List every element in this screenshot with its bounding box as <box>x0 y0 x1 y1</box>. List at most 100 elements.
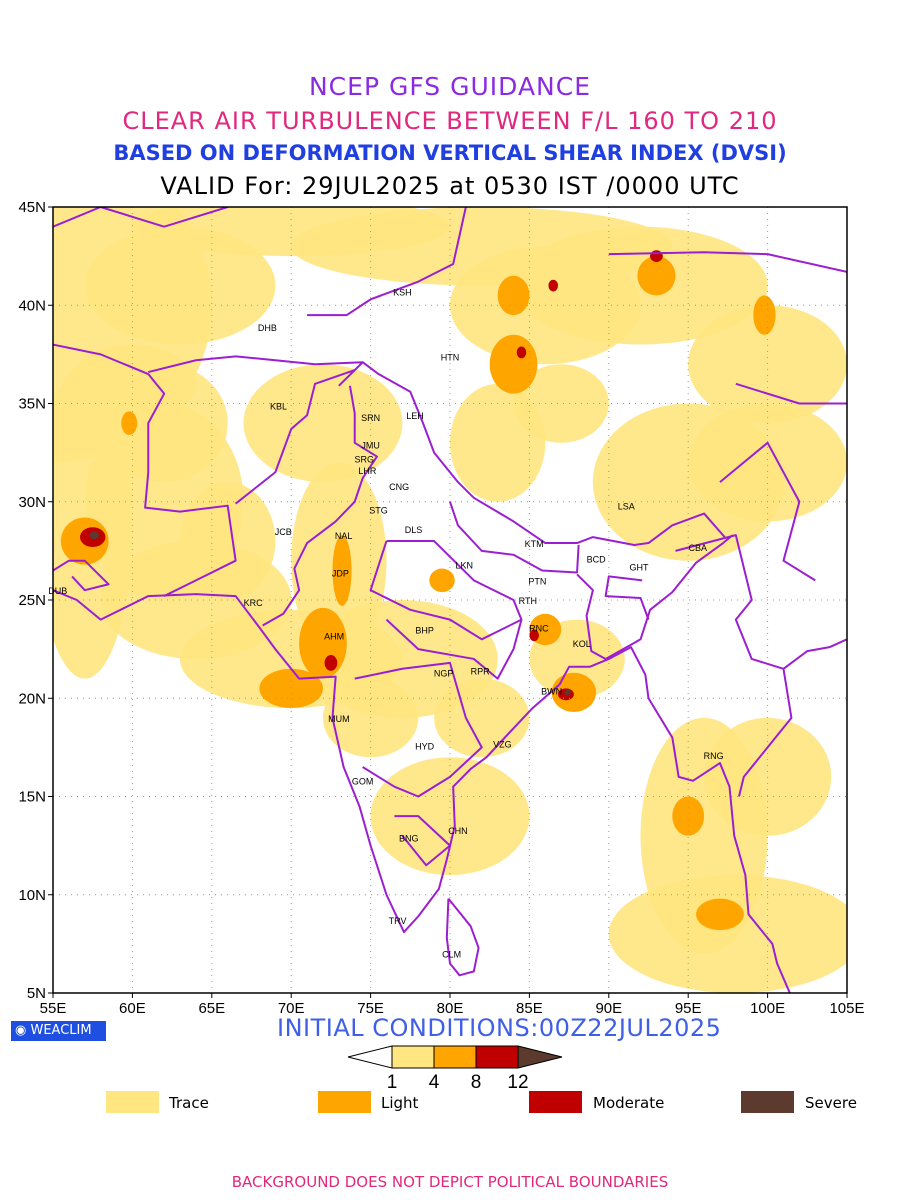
station-label: CNG <box>389 482 409 492</box>
station-label: DUB <box>48 586 67 596</box>
moderate-area <box>529 629 539 642</box>
boundary-line <box>576 534 734 660</box>
moderate-area <box>516 346 527 359</box>
legend-swatch-severe <box>741 1091 794 1113</box>
boundary-line <box>608 251 847 273</box>
light-area <box>259 668 324 709</box>
boundary-line <box>53 207 228 228</box>
weaclim-logo: ◉ WEACLIM <box>11 1021 106 1041</box>
light-area <box>489 334 538 394</box>
station-label: VZG <box>493 739 512 749</box>
light-area <box>121 411 138 435</box>
station-label: SRG <box>354 454 374 464</box>
station-label: RNG <box>704 751 724 761</box>
y-tick-label: 30N <box>18 494 46 511</box>
title-line-3: BASED ON DEFORMATION VERTICAL SHEAR INDE… <box>113 141 787 165</box>
boundary-line <box>675 534 793 797</box>
station-label: AHM <box>324 631 344 641</box>
legend-label-severe: Severe <box>805 1094 857 1112</box>
boundary-line <box>53 343 237 597</box>
axis-labels: 55E 60E 65E 70E 75E 80E 85E 90E 95E 100E 105E 5N 10N… <box>18 199 864 1017</box>
boundary-line <box>449 501 580 574</box>
station-label: CBA <box>688 543 707 553</box>
station-label: HYD <box>415 741 435 751</box>
station-label: LKN <box>456 561 474 571</box>
trace-area <box>688 305 847 424</box>
colorbar-tick: 8 <box>471 1072 482 1093</box>
x-tick-label: 95E <box>675 1000 702 1017</box>
station-label: LEH <box>406 411 424 421</box>
boundary-line <box>354 661 483 798</box>
light-area <box>696 898 744 931</box>
station-label: SRN <box>361 413 380 423</box>
station-label: RNC <box>529 623 549 633</box>
colorbar-moderate <box>475 1045 519 1069</box>
legend-swatch-moderate <box>529 1091 582 1113</box>
legend-swatch-light <box>318 1091 371 1113</box>
station-label: DHB <box>258 323 277 333</box>
y-tick-label: 35N <box>18 396 46 413</box>
boundary-line <box>307 207 468 317</box>
legend-swatch-trace <box>106 1091 159 1113</box>
x-tick-label: 100E <box>750 1000 785 1017</box>
boundary-line <box>719 441 816 582</box>
boundary-line <box>394 815 451 867</box>
station-labels: KSH DHB HTN KBL SRN LEH JMU SRG LHR CNG STG LSA JCB N… <box>48 287 723 959</box>
trace-area <box>608 875 847 993</box>
station-label: KBL <box>270 401 287 411</box>
legend-label-trace: Trace <box>169 1094 209 1112</box>
trace-area <box>513 364 609 443</box>
title-line-2: CLEAR AIR TURBULENCE BETWEEN F/L 160 TO … <box>122 107 778 135</box>
initial-conditions: INITIAL CONDITIONS:00Z22JUL2025 <box>277 1014 722 1042</box>
moderate-area <box>650 250 663 263</box>
x-tick-label: 70E <box>278 1000 305 1017</box>
trace-area <box>370 757 530 876</box>
station-label: KOL <box>573 639 591 649</box>
station-label: BNG <box>399 834 419 844</box>
station-label: MUM <box>328 714 350 724</box>
trace-area <box>688 403 847 522</box>
station-label: STG <box>369 506 388 516</box>
x-tick-label: 65E <box>198 1000 225 1017</box>
turbulence-shading <box>53 207 847 993</box>
valid-time: VALID For: 29JUL2025 at 0530 IST /0000 U… <box>160 172 740 200</box>
station-label: GOM <box>352 777 374 787</box>
boundary-line <box>53 559 110 592</box>
moderate-area <box>548 279 558 292</box>
station-label: NGP <box>434 669 454 679</box>
station-label: LSA <box>618 502 635 512</box>
station-label: NAL <box>335 531 353 541</box>
station-label: JMU <box>361 441 380 451</box>
title-line-1: NCEP GFS GUIDANCE <box>308 72 591 101</box>
station-label: HTN <box>441 352 460 362</box>
severe-area <box>89 531 100 540</box>
trace-area <box>68 344 196 424</box>
colorbar-severe-arrow <box>517 1045 563 1069</box>
station-label: LHR <box>358 466 377 476</box>
coastlines <box>53 207 847 993</box>
boundary-line <box>445 898 480 977</box>
footer-disclaimer: BACKGROUND DOES NOT DEPICT POLITICAL BOU… <box>231 1173 669 1191</box>
legend-label-light: Light <box>381 1094 419 1112</box>
y-tick-label: 20N <box>18 690 46 707</box>
boundary-line <box>234 369 356 505</box>
boundary-line <box>604 575 650 620</box>
station-label: JCB <box>275 527 292 537</box>
boundary-line <box>148 355 726 546</box>
light-area <box>672 796 705 836</box>
station-label: KSH <box>393 287 412 297</box>
boundary-line <box>262 385 378 627</box>
colorbar-light <box>433 1045 477 1069</box>
x-tick-label: 85E <box>516 1000 543 1017</box>
y-tick-label: 40N <box>18 297 46 314</box>
boundary-line <box>338 361 364 387</box>
boundary-line <box>369 540 523 641</box>
x-tick-label: 75E <box>357 1000 384 1017</box>
colorbar-left-arrow <box>347 1045 393 1069</box>
lat-lon-grid <box>53 207 847 993</box>
logo-text: WEACLIM <box>30 1023 92 1038</box>
colorbar-tick: 12 <box>507 1072 528 1093</box>
y-tick-label: 15N <box>18 789 46 806</box>
y-tick-label: 25N <box>18 592 46 609</box>
